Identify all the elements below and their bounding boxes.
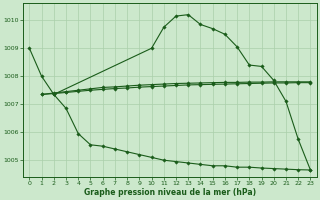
X-axis label: Graphe pression niveau de la mer (hPa): Graphe pression niveau de la mer (hPa) <box>84 188 256 197</box>
